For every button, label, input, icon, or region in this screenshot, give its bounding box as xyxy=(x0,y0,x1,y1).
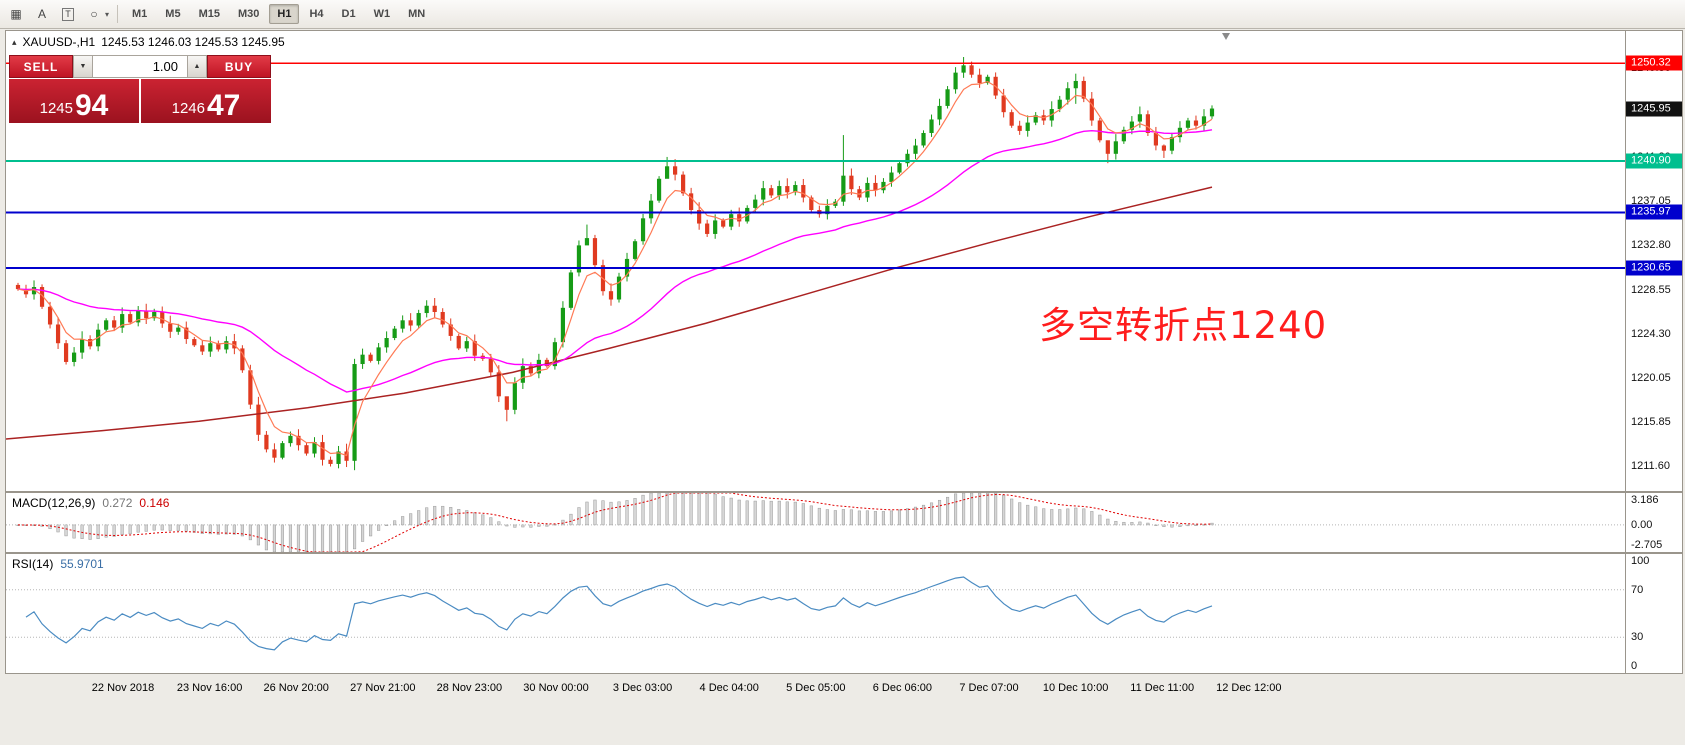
ma-fast xyxy=(17,80,1213,457)
timeframe-w1[interactable]: W1 xyxy=(373,8,391,20)
sell-price-main: 1245 xyxy=(39,100,73,117)
time-label: 3 Dec 03:00 xyxy=(612,682,673,694)
buy-price-display[interactable]: 1246 47 xyxy=(141,79,271,123)
macd-value-signal: 0.146 xyxy=(139,496,170,510)
price-tick: 1232.80 xyxy=(1631,239,1671,252)
main-plot[interactable]: ▴ XAUUSD-,H1 1245.53 1246.03 1245.53 124… xyxy=(6,31,1625,491)
chart-shift-marker-icon[interactable] xyxy=(1222,33,1230,40)
rsi-plot[interactable]: RSI(14) 55.9701 xyxy=(6,554,1625,673)
one-click-trade-widget: SELL ▼ ▲ BUY 1245 94 1246 47 xyxy=(9,55,271,123)
price-tick: 1224.30 xyxy=(1631,327,1671,340)
time-label: 10 Dec 10:00 xyxy=(1042,682,1109,694)
label-tool-icon[interactable]: A xyxy=(37,7,46,21)
rsi-tick: 70 xyxy=(1631,583,1644,596)
rsi-tick: 0 xyxy=(1631,660,1638,672)
volume-decrease-button[interactable]: ▼ xyxy=(73,55,93,78)
top-toolbar: ▦ A T ○ ▾ M1 M5 M15 M30 H1 H4 D1 W1 MN xyxy=(0,0,1685,29)
rsi-tick: 30 xyxy=(1631,631,1644,644)
price-badge-1245.95: 1245.95 xyxy=(1626,101,1682,117)
time-label: 6 Dec 06:00 xyxy=(872,682,933,694)
timeframe-mn[interactable]: MN xyxy=(408,8,426,20)
macd-tick: 0.00 xyxy=(1631,518,1653,531)
timeframe-h1[interactable]: H1 xyxy=(269,4,300,24)
time-label: 5 Dec 05:00 xyxy=(786,682,846,694)
shapes-dropdown-caret[interactable]: ▾ xyxy=(105,9,110,19)
price-tick: 1211.60 xyxy=(1631,460,1670,473)
time-label: 12 Dec 12:00 xyxy=(1216,682,1282,694)
time-label: 11 Dec 11:00 xyxy=(1130,682,1195,694)
crosshair-tool-icon[interactable]: ▦ xyxy=(10,7,22,21)
sell-price-pips: 94 xyxy=(75,89,109,122)
volume-increase-button[interactable]: ▲ xyxy=(187,55,207,78)
price-tick: 1237.05 xyxy=(1631,195,1671,208)
macd-tick: 3.186 xyxy=(1631,494,1659,506)
symbol-marker-icon: ▴ xyxy=(12,36,17,47)
textbox-tool-icon[interactable]: T xyxy=(56,2,80,26)
rsi-value: 55.9701 xyxy=(60,557,104,571)
price-badge-1250.32: 1250.32 xyxy=(1626,55,1682,71)
main-chart-panel: ▴ XAUUSD-,H1 1245.53 1246.03 1245.53 124… xyxy=(5,30,1683,492)
time-label: 22 Nov 2018 xyxy=(91,682,155,694)
rsi-chart xyxy=(6,576,1625,651)
toolbar-separator xyxy=(117,5,119,23)
price-badge-1230.65: 1230.65 xyxy=(1626,260,1682,276)
time-label: 28 Nov 23:00 xyxy=(436,682,503,694)
macd-signal-line xyxy=(17,493,1213,552)
timeframe-d1[interactable]: D1 xyxy=(341,8,356,20)
macd-name: MACD(12,26,9) xyxy=(12,496,96,510)
rsi-line xyxy=(25,576,1213,651)
rsi-name: RSI(14) xyxy=(12,557,54,571)
chart-text-annotation[interactable]: 多空转折点1240 xyxy=(1039,304,1328,347)
sell-button[interactable]: SELL xyxy=(9,55,73,78)
macd-tick: -2.705 xyxy=(1631,539,1663,551)
rsi-tick: 100 xyxy=(1631,555,1650,567)
time-label: 7 Dec 07:00 xyxy=(959,682,1019,694)
price-chart xyxy=(6,57,1625,471)
macd-label: MACD(12,26,9) 0.272 0.146 xyxy=(12,496,169,510)
price-tick: 1215.85 xyxy=(1631,415,1671,428)
chart-title: ▴ XAUUSD-,H1 1245.53 1246.03 1245.53 124… xyxy=(12,35,285,49)
time-label: 27 Nov 21:00 xyxy=(350,682,416,694)
timeframe-m15[interactable]: M15 xyxy=(198,8,220,20)
ma-medium xyxy=(17,129,1213,393)
buy-price-main: 1246 xyxy=(171,100,205,117)
price-tick: 1220.05 xyxy=(1631,372,1671,385)
volume-input[interactable] xyxy=(93,55,187,78)
chart-ohlc: 1245.53 1246.03 1245.53 1245.95 xyxy=(101,35,285,49)
time-label: 26 Nov 20:00 xyxy=(263,682,329,694)
time-label: 4 Dec 04:00 xyxy=(699,682,759,694)
price-tick: 1228.55 xyxy=(1631,283,1671,296)
buy-button[interactable]: BUY xyxy=(207,55,271,78)
price-badge-1240.90: 1240.90 xyxy=(1626,153,1682,169)
macd-panel: MACD(12,26,9) 0.272 0.146 3.186 0.00 -2.70… xyxy=(5,492,1683,553)
macd-plot[interactable]: MACD(12,26,9) 0.272 0.146 xyxy=(6,493,1625,552)
timeframe-m1[interactable]: M1 xyxy=(132,8,148,20)
time-label: 30 Nov 00:00 xyxy=(523,682,589,694)
chart-symbol: XAUUSD-,H1 xyxy=(22,35,96,49)
buy-price-pips: 47 xyxy=(207,89,241,122)
time-axis[interactable]: 22 Nov 2018 23 Nov 16:00 26 Nov 20:00 27 No… xyxy=(5,674,1681,745)
drawing-tools: ▦ A T ○ xyxy=(4,2,106,26)
timeframe-m30[interactable]: M30 xyxy=(237,8,260,20)
rsi-panel: RSI(14) 55.9701 100 70 30 0 xyxy=(5,553,1683,674)
main-price-scale[interactable]: 1249.801245.551241.301237.051232.801228.… xyxy=(1625,31,1682,491)
timeframe-h4[interactable]: H4 xyxy=(309,8,324,20)
shapes-tool-icon[interactable]: ○ xyxy=(90,7,98,21)
sell-price-display[interactable]: 1245 94 xyxy=(9,79,139,123)
macd-chart xyxy=(6,493,1625,552)
rsi-scale[interactable]: 100 70 30 0 xyxy=(1625,554,1682,673)
timeframe-m5[interactable]: M5 xyxy=(165,8,181,20)
price-badge-1235.97: 1235.97 xyxy=(1626,204,1682,220)
timeframe-bar: M1 M5 M15 M30 H1 H4 D1 W1 MN xyxy=(124,4,433,24)
time-label: 23 Nov 16:00 xyxy=(176,682,243,694)
macd-value-main: 0.272 xyxy=(102,496,133,510)
macd-scale[interactable]: 3.186 0.00 -2.705 xyxy=(1625,493,1682,552)
rsi-label: RSI(14) 55.9701 xyxy=(12,557,104,571)
ma-slow xyxy=(6,186,1213,440)
